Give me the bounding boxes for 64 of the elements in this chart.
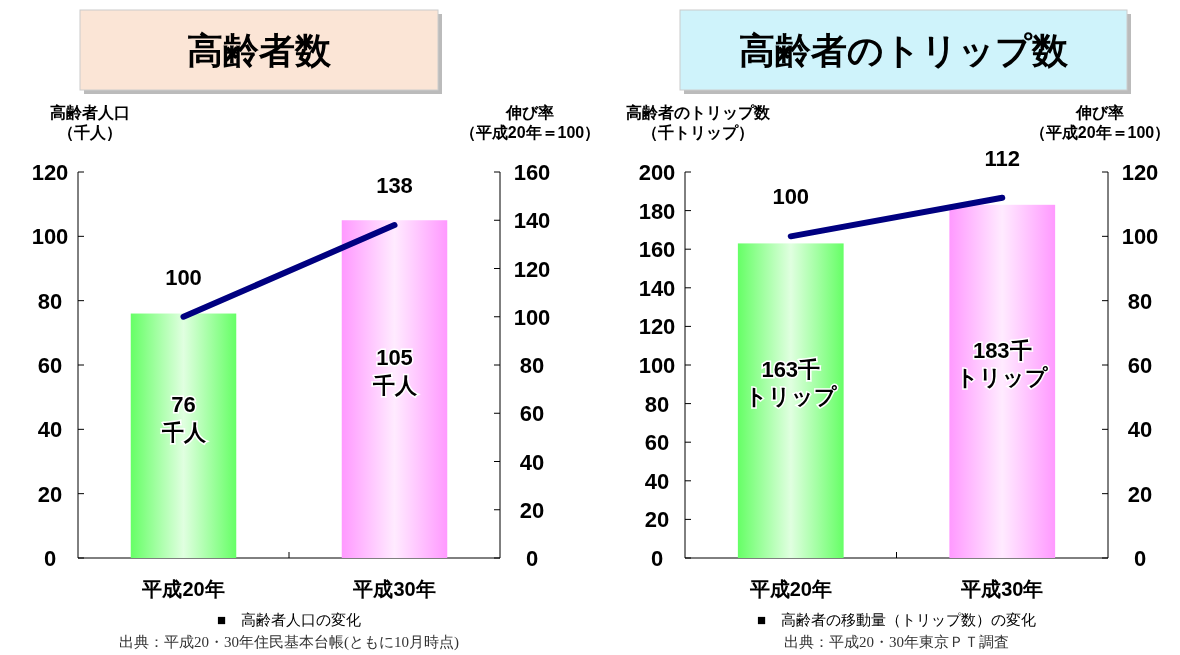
text: トリップ: [956, 365, 1049, 391]
y-tick-label: 80: [37, 288, 63, 314]
data-label: 100: [772, 184, 810, 210]
y-tick-label: 100: [31, 224, 69, 250]
y-tick-label: 180: [638, 198, 676, 224]
text: （千トリップ）: [642, 124, 754, 141]
text: ■ 高齢者人口の変化: [216, 611, 362, 628]
y2-tick-label: 40: [519, 449, 545, 475]
x-tick-label: 平成30年: [352, 578, 436, 600]
chart-title: 高齢者のトリップ数: [739, 30, 1069, 71]
y-tick-label: 20: [37, 481, 63, 507]
text: 高齢者人口: [50, 104, 130, 121]
chart-title: 高齢者数: [187, 30, 332, 71]
y-tick-label: 60: [644, 430, 670, 456]
y-tick-label: 140: [638, 275, 676, 301]
x-tick-label: 平成30年: [960, 578, 1044, 600]
text: 163千: [761, 356, 821, 382]
y2-tick-label: 80: [519, 353, 545, 378]
y-tick-label: 160: [638, 237, 676, 263]
y-tick-label: 0: [43, 546, 57, 571]
text: 千人: [372, 372, 417, 398]
y2-tick-label: 100: [1121, 224, 1159, 250]
y-tick-label: 120: [638, 314, 676, 340]
text: （平成20年＝100）: [459, 124, 601, 141]
y2-tick-label: 0: [525, 546, 539, 571]
text: 伸び率: [1076, 104, 1124, 121]
text: ■ 高齢者の移動量（トリップ数）の変化: [756, 611, 1037, 628]
text: （千人）: [58, 124, 122, 141]
text: トリップ: [744, 384, 837, 410]
y2-tick-label: 60: [1127, 353, 1153, 378]
y2-tick-label: 40: [1127, 417, 1153, 443]
y2-tick-label: 20: [519, 497, 545, 523]
source-note: 出典：平成20・30年東京ＰＴ調査: [784, 634, 1009, 650]
y-tick-label: 120: [31, 160, 69, 185]
y2-tick-label: 60: [519, 401, 545, 427]
y2-tick-label: 20: [1127, 481, 1153, 507]
data-label: 138: [376, 173, 413, 199]
text: 高齢者のトリップ数: [626, 104, 770, 121]
x-tick-label: 平成20年: [748, 578, 832, 600]
text: 千人: [161, 419, 206, 445]
source-note: 出典：平成20・30年住民基本台帳(ともに10月時点): [119, 634, 459, 651]
y2-tick-label: 120: [1121, 160, 1159, 185]
y-tick-label: 200: [638, 160, 676, 185]
y-tick-label: 80: [644, 391, 670, 417]
y-tick-label: 0: [650, 546, 664, 571]
y-tick-label: 100: [638, 353, 676, 378]
y2-tick-label: 100: [513, 304, 551, 330]
data-label: 100: [165, 264, 202, 290]
data-label: 112: [984, 145, 1020, 171]
text: （平成20年＝100）: [1029, 124, 1171, 141]
text: 183千: [972, 337, 1032, 363]
y-tick-label: 40: [644, 468, 670, 494]
y2-tick-label: 140: [513, 208, 551, 234]
y2-tick-label: 120: [513, 256, 551, 282]
y-tick-label: 20: [644, 507, 670, 533]
text: 76: [171, 392, 196, 418]
text: 105: [376, 345, 413, 371]
y2-tick-label: 160: [513, 160, 551, 185]
y-tick-label: 60: [37, 353, 63, 378]
y-tick-label: 40: [37, 417, 63, 443]
x-tick-label: 平成20年: [141, 578, 225, 600]
text: 伸び率: [506, 104, 554, 121]
y2-tick-label: 0: [1133, 546, 1147, 571]
y2-tick-label: 80: [1127, 288, 1153, 314]
